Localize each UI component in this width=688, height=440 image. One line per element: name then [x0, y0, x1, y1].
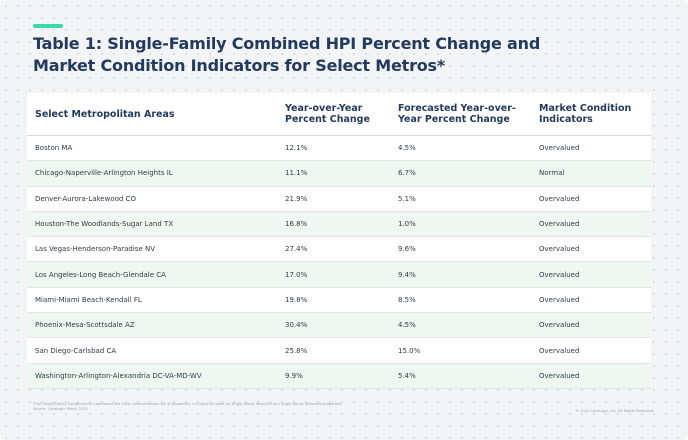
- cell-forecast: 1.0%: [390, 211, 531, 238]
- footnote-definition: *The Single-Family Combined tier represe…: [33, 402, 343, 406]
- cell-yoy: 16.8%: [277, 211, 390, 238]
- cell-condition: Overvalued: [531, 363, 651, 389]
- cell-condition: Overvalued: [531, 287, 651, 314]
- cell-forecast: 5.1%: [390, 186, 531, 212]
- cell-metro: Washington-Arlington-Alexandria DC-VA-MD…: [27, 363, 277, 389]
- cell-yoy: 30.4%: [277, 312, 390, 339]
- cell-metro: Boston MA: [27, 135, 277, 162]
- cell-metro: Houston-The Woodlands-Sugar Land TX: [27, 211, 277, 238]
- footnote-source: Source: CoreLogic March 2022: [33, 407, 88, 411]
- header-yoy-change: Year-over-Year Percent Change: [277, 93, 390, 136]
- cell-condition: Overvalued: [531, 337, 651, 364]
- cell-forecast: 8.5%: [390, 287, 531, 314]
- cell-yoy: 27.4%: [277, 236, 390, 263]
- footnote: *The Single-Family Combined tier represe…: [33, 402, 493, 412]
- metro-hpi-table: Select Metropolitan Areas Year-over-Year…: [27, 93, 651, 389]
- cell-yoy: 19.8%: [277, 287, 390, 314]
- header-market-condition: Market Condition Indicators: [531, 93, 651, 136]
- cell-yoy: 21.9%: [277, 186, 390, 212]
- cell-condition: Overvalued: [531, 211, 651, 238]
- table-row: Washington-Arlington-Alexandria DC-VA-MD…: [27, 363, 651, 389]
- table-row: Chicago-Naperville-Arlington Heights IL …: [27, 160, 651, 187]
- copyright-notice: © 2022 CoreLogic, Inc. All Rights Reserv…: [575, 409, 654, 413]
- table-row: Los Angeles-Long Beach-Glendale CA 17.0%…: [27, 261, 651, 288]
- cell-condition: Overvalued: [531, 186, 651, 212]
- cell-forecast: 9.4%: [390, 261, 531, 288]
- cell-yoy: 17.0%: [277, 261, 390, 288]
- cell-forecast: 5.4%: [390, 363, 531, 389]
- cell-metro: Chicago-Naperville-Arlington Heights IL: [27, 160, 277, 187]
- cell-yoy: 25.8%: [277, 337, 390, 364]
- table-row: Miami-Miami Beach-Kendall FL 19.8% 8.5% …: [27, 287, 651, 314]
- cell-metro: Los Angeles-Long Beach-Glendale CA: [27, 261, 277, 288]
- cell-metro: Las Vegas-Henderson-Paradise NV: [27, 236, 277, 263]
- cell-forecast: 6.7%: [390, 160, 531, 187]
- cell-metro: San Diego-Carlsbad CA: [27, 337, 277, 364]
- cell-condition: Overvalued: [531, 236, 651, 263]
- cell-forecast: 15.0%: [390, 337, 531, 364]
- cell-condition: Overvalued: [531, 312, 651, 339]
- cell-metro: Miami-Miami Beach-Kendall FL: [27, 287, 277, 314]
- table-row: Houston-The Woodlands-Sugar Land TX 16.8…: [27, 211, 651, 238]
- cell-yoy: 9.9%: [277, 363, 390, 389]
- cell-condition: Overvalued: [531, 135, 651, 162]
- cell-condition: Normal: [531, 160, 651, 187]
- cell-yoy: 12.1%: [277, 135, 390, 162]
- header-metro-areas: Select Metropolitan Areas: [27, 93, 277, 136]
- table-row: San Diego-Carlsbad CA 25.8% 15.0% Overva…: [27, 337, 651, 364]
- table-title: Table 1: Single-Family Combined HPI Perc…: [33, 34, 541, 75]
- table-row: Las Vegas-Henderson-Paradise NV 27.4% 9.…: [27, 236, 651, 263]
- table-row: Phoenix-Mesa-Scottsdale AZ 30.4% 4.5% Ov…: [27, 312, 651, 339]
- accent-bar: [33, 24, 63, 28]
- cell-forecast: 4.5%: [390, 135, 531, 162]
- cell-metro: Denver-Aurora-Lakewood CO: [27, 186, 277, 212]
- cell-forecast: 9.6%: [390, 236, 531, 263]
- table-row: Denver-Aurora-Lakewood CO 21.9% 5.1% Ove…: [27, 186, 651, 212]
- table-row: Boston MA 12.1% 4.5% Overvalued: [27, 135, 651, 162]
- header-forecast-change: Forecasted Year-over-Year Percent Change: [390, 93, 531, 136]
- cell-yoy: 11.1%: [277, 160, 390, 187]
- cell-forecast: 4.5%: [390, 312, 531, 339]
- cell-condition: Overvalued: [531, 261, 651, 288]
- table-header-row: Select Metropolitan Areas Year-over-Year…: [27, 93, 651, 136]
- cell-metro: Phoenix-Mesa-Scottsdale AZ: [27, 312, 277, 339]
